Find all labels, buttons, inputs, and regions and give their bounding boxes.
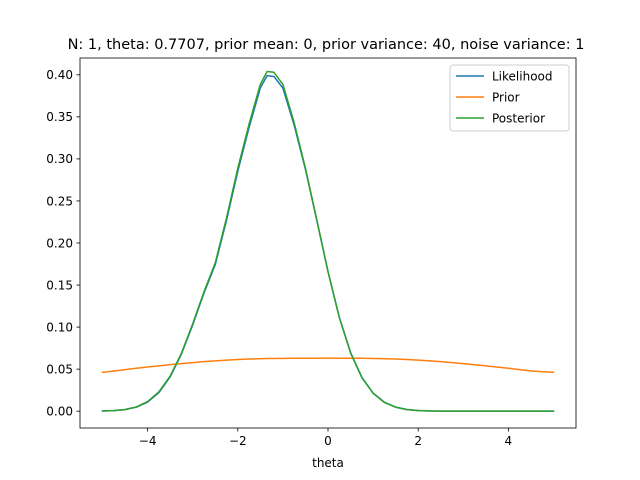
x-tick-label: −4	[139, 434, 157, 448]
y-tick-label: 0.00	[46, 404, 73, 418]
legend-label-likelihood: Likelihood	[492, 69, 553, 83]
y-tick-label: 0.05	[46, 362, 73, 376]
y-tick-label: 0.40	[46, 68, 73, 82]
y-tick-label: 0.30	[46, 152, 73, 166]
x-axis-ticks: −4 −2 0 2 4	[139, 428, 512, 448]
series-line-prior	[101, 357, 555, 374]
series-line-posterior	[101, 70, 555, 412]
y-tick-label: 0.15	[46, 278, 73, 292]
x-tick-label: 2	[414, 434, 422, 448]
series-layer	[101, 70, 555, 412]
x-tick-label: 4	[505, 434, 513, 448]
y-tick-label: 0.10	[46, 320, 73, 334]
y-tick-label: 0.35	[46, 110, 73, 124]
legend: Likelihood Prior Posterior	[449, 64, 570, 132]
chart-title: N: 1, theta: 0.7707, prior mean: 0, prio…	[68, 37, 585, 53]
x-axis-label: theta	[312, 456, 344, 470]
x-tick-label: −2	[229, 434, 247, 448]
legend-box	[449, 64, 570, 132]
y-tick-label: 0.20	[46, 236, 73, 250]
x-tick-label: 0	[324, 434, 332, 448]
y-axis-ticks: 0.00 0.05 0.10 0.15 0.20 0.25 0.30 0.35 0.40	[46, 68, 80, 418]
y-tick-label: 0.25	[46, 194, 73, 208]
legend-label-posterior: Posterior	[492, 111, 545, 125]
legend-label-prior: Prior	[492, 90, 520, 104]
